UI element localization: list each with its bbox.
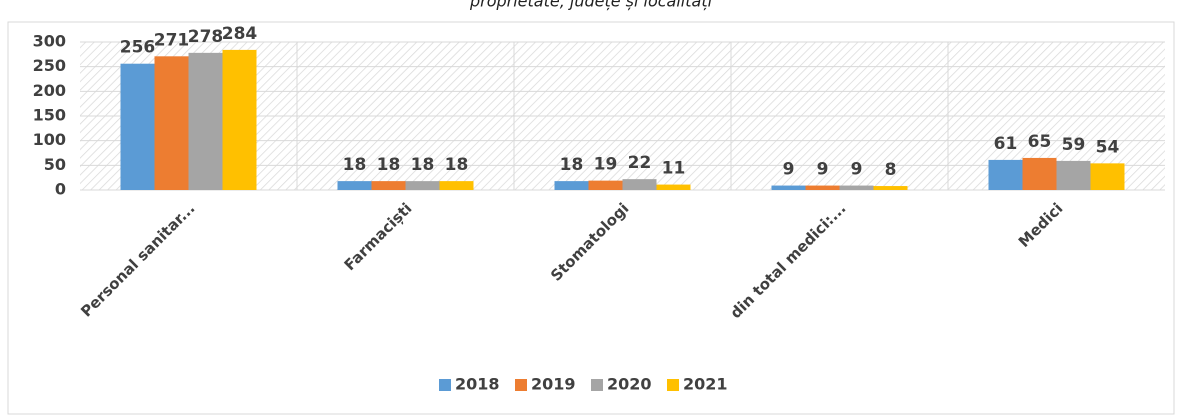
bar <box>1056 160 1091 190</box>
bar <box>771 185 806 190</box>
legend-swatch <box>667 379 679 391</box>
y-tick-label: 100 <box>33 130 66 149</box>
x-tick-label: Stomatologi <box>547 199 632 284</box>
x-tick-label: Farmaciști <box>341 199 416 274</box>
data-label: 54 <box>1096 137 1120 157</box>
y-tick-label: 300 <box>33 32 66 51</box>
data-label: 9 <box>851 160 863 180</box>
y-tick-label: 50 <box>44 155 66 174</box>
bar <box>839 185 874 190</box>
legend-label: 2021 <box>683 375 728 394</box>
y-tick-label: 0 <box>55 180 66 199</box>
data-label: 8 <box>885 160 897 180</box>
y-tick-label: 150 <box>33 106 66 125</box>
data-label: 65 <box>1028 132 1052 152</box>
legend-swatch <box>515 379 527 391</box>
legend-swatch <box>591 379 603 391</box>
y-tick-label: 250 <box>33 56 66 75</box>
data-label: 278 <box>188 27 224 47</box>
data-label: 18 <box>343 155 367 175</box>
bar <box>873 186 908 190</box>
data-label: 9 <box>783 160 795 180</box>
legend-label: 2018 <box>455 375 500 394</box>
data-label: 18 <box>445 155 469 175</box>
bar <box>588 180 623 190</box>
x-tick-label: Medici <box>1015 199 1067 251</box>
data-label: 9 <box>817 160 829 180</box>
bar <box>554 181 589 190</box>
x-tick-label: din total medici:... <box>727 199 850 322</box>
data-label: 61 <box>994 134 1018 154</box>
data-label: 19 <box>594 155 618 175</box>
bar <box>1090 163 1125 190</box>
chart-border <box>7 21 1175 415</box>
bar <box>805 185 840 190</box>
y-tick-label: 200 <box>33 81 66 100</box>
bar <box>188 52 223 190</box>
bar <box>439 181 474 190</box>
bar <box>622 179 657 190</box>
data-label: 18 <box>411 155 435 175</box>
legend-label: 2020 <box>607 375 652 394</box>
data-label: 18 <box>560 155 584 175</box>
bar <box>120 63 155 190</box>
data-label: 284 <box>222 24 258 44</box>
x-tick-label: Personal sanitar... <box>77 199 198 320</box>
data-label: 22 <box>628 153 652 173</box>
legend-swatch <box>439 379 451 391</box>
bar <box>1022 157 1057 190</box>
data-label: 11 <box>662 159 686 179</box>
data-label: 256 <box>120 38 156 58</box>
bar <box>371 181 406 190</box>
bar <box>656 184 691 190</box>
data-label: 271 <box>154 30 190 50</box>
data-label: 59 <box>1062 135 1086 155</box>
chart-title: proprietate, județe și localități <box>469 0 713 11</box>
bar <box>988 159 1023 190</box>
data-label: 18 <box>377 155 401 175</box>
bar <box>154 56 189 190</box>
bar <box>337 181 372 190</box>
bar <box>222 49 257 190</box>
legend-label: 2019 <box>531 375 576 394</box>
bar <box>405 181 440 190</box>
